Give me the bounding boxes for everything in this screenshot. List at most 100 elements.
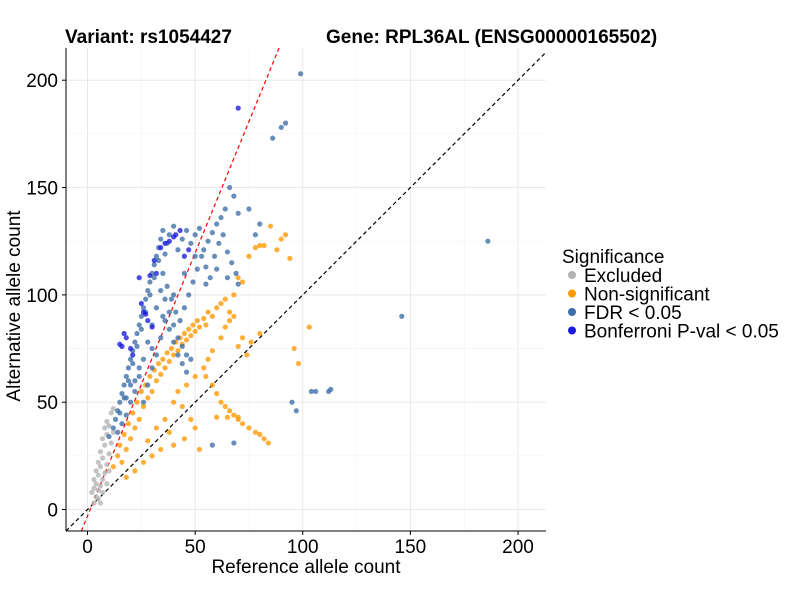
- point-non-significant: [205, 356, 211, 362]
- point-bonferroni-p-val-0-05: [173, 232, 179, 238]
- point-fdr-0-05: [153, 352, 160, 358]
- point-fdr-0-05: [220, 232, 226, 238]
- point-fdr-0-05: [145, 339, 151, 345]
- point-non-significant: [261, 242, 267, 249]
- point-fdr-0-05: [229, 260, 235, 266]
- point-non-significant: [282, 232, 289, 238]
- point-excluded: [93, 481, 99, 487]
- point-fdr-0-05: [171, 339, 177, 345]
- point-non-significant: [175, 388, 181, 395]
- point-excluded: [93, 468, 99, 474]
- point-fdr-0-05: [183, 352, 190, 358]
- point-fdr-0-05: [308, 388, 314, 395]
- point-excluded: [108, 410, 114, 416]
- point-fdr-0-05: [293, 408, 299, 414]
- point-excluded: [89, 489, 95, 495]
- point-fdr-0-05: [203, 264, 209, 270]
- point-fdr-0-05: [171, 292, 177, 298]
- point-non-significant: [239, 335, 246, 341]
- point-non-significant: [252, 429, 259, 435]
- point-fdr-0-05: [194, 266, 200, 272]
- point-excluded: [97, 483, 104, 489]
- point-excluded: [104, 418, 110, 425]
- point-fdr-0-05: [224, 249, 231, 255]
- point-non-significant: [226, 309, 233, 315]
- point-non-significant: [149, 388, 155, 395]
- point-non-significant: [214, 305, 220, 311]
- point-fdr-0-05: [233, 270, 239, 276]
- point-fdr-0-05: [158, 287, 164, 294]
- point-non-significant: [179, 403, 185, 410]
- point-non-significant: [252, 245, 259, 251]
- point-fdr-0-05: [485, 238, 491, 244]
- point-bonferroni-p-val-0-05: [119, 343, 125, 349]
- point-fdr-0-05: [175, 247, 181, 253]
- point-non-significant: [162, 416, 168, 422]
- point-non-significant: [239, 421, 246, 427]
- point-fdr-0-05: [106, 433, 112, 440]
- point-non-significant: [127, 436, 134, 442]
- legend: Significance ExcludedNon-significantFDR …: [562, 247, 779, 343]
- point-non-significant: [246, 253, 252, 259]
- point-non-significant: [183, 337, 190, 343]
- point-non-significant: [171, 442, 177, 448]
- point-excluded: [104, 461, 110, 468]
- point-non-significant: [121, 431, 127, 437]
- point-bonferroni-p-val-0-05: [151, 257, 157, 264]
- point-fdr-0-05: [270, 135, 276, 141]
- point-non-significant: [205, 309, 211, 315]
- grid: [66, 48, 546, 531]
- point-non-significant: [132, 468, 138, 474]
- point-fdr-0-05: [181, 305, 187, 311]
- point-fdr-0-05: [183, 227, 190, 234]
- point-excluded: [102, 425, 108, 431]
- point-bonferroni-p-val-0-05: [121, 330, 127, 337]
- point-non-significant: [181, 436, 187, 442]
- point-fdr-0-05: [282, 120, 289, 126]
- legend-label-bonf: Bonferroni P-val < 0.05: [584, 322, 779, 343]
- point-excluded: [108, 440, 114, 446]
- point-excluded: [91, 500, 97, 506]
- x-axis-title: Reference allele count: [211, 557, 401, 578]
- point-non-significant: [295, 360, 302, 367]
- point-non-significant: [201, 315, 207, 322]
- point-excluded: [97, 500, 104, 506]
- point-non-significant: [196, 446, 203, 453]
- point-fdr-0-05: [127, 382, 134, 388]
- legend-key-excluded: [568, 271, 576, 279]
- legend-title: Significance: [562, 247, 664, 268]
- point-excluded: [95, 487, 101, 493]
- point-non-significant: [192, 425, 198, 431]
- point-fdr-0-05: [207, 275, 213, 281]
- point-fdr-0-05: [140, 305, 147, 311]
- point-non-significant: [248, 339, 254, 345]
- legend-key-bonf: [568, 326, 576, 335]
- point-excluded: [97, 464, 104, 470]
- point-fdr-0-05: [171, 223, 177, 229]
- point-non-significant: [190, 322, 196, 328]
- point-fdr-0-05: [218, 214, 224, 221]
- point-excluded: [99, 476, 106, 483]
- point-fdr-0-05: [252, 232, 259, 238]
- y-tick-label: 150: [26, 179, 58, 200]
- point-excluded: [110, 429, 116, 435]
- point-fdr-0-05: [162, 318, 168, 324]
- point-fdr-0-05: [190, 279, 196, 285]
- point-fdr-0-05: [110, 425, 116, 431]
- point-non-significant: [115, 453, 121, 459]
- y-tick-label: 0: [47, 501, 58, 522]
- point-fdr-0-05: [153, 305, 160, 311]
- point-fdr-0-05: [298, 71, 304, 77]
- point-fdr-0-05: [153, 253, 160, 259]
- x-tick-label: 200: [502, 537, 534, 558]
- point-fdr-0-05: [179, 236, 185, 242]
- point-fdr-0-05: [160, 227, 166, 234]
- point-fdr-0-05: [117, 410, 123, 416]
- point-fdr-0-05: [168, 296, 175, 302]
- point-bonferroni-p-val-0-05: [158, 245, 164, 251]
- point-fdr-0-05: [121, 382, 127, 388]
- point-non-significant: [257, 330, 263, 337]
- point-fdr-0-05: [132, 388, 138, 395]
- x-tick-label: 0: [82, 537, 93, 558]
